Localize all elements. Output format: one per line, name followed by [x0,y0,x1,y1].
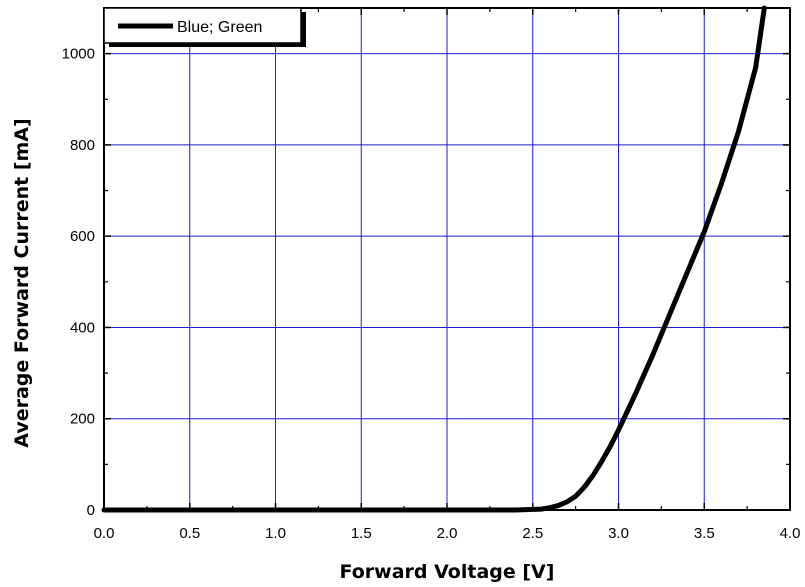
legend-label: Blue; Green [177,19,262,36]
x-tick-label-2: 1.0 [265,525,286,542]
y-tick-label-3: 600 [70,228,95,245]
x-tick-label-7: 3.5 [694,525,715,542]
x-tick-label-6: 3.0 [608,525,629,542]
y-tick-labels: 0 200 400 600 800 1000 [62,46,95,519]
x-tick-label-5: 2.5 [522,525,543,542]
plot-frame [103,7,791,511]
series-line-blue-green [101,5,767,513]
x-tick-label-8: 4.0 [780,525,801,542]
y-tick-label-0: 0 [87,502,95,519]
x-tick-label-0: 0.0 [94,525,115,542]
y-tick-label-2: 400 [70,319,95,336]
x-tick-label-4: 2.0 [437,525,458,542]
x-axis-title: Forward Voltage [V] [340,561,555,583]
x-tick-label-3: 1.5 [351,525,372,542]
grid [104,8,790,510]
y-tick-label-5: 1000 [62,46,95,63]
y-tick-label-4: 800 [70,137,95,154]
legend: Blue; Green [103,7,306,47]
y-tick-label-1: 200 [70,411,95,428]
x-tick-labels: 0.0 0.5 1.0 1.5 2.0 2.5 3.0 3.5 4.0 [94,525,801,542]
x-tick-label-1: 0.5 [179,525,200,542]
y-axis-title: Average Forward Current [mA] [11,118,33,447]
